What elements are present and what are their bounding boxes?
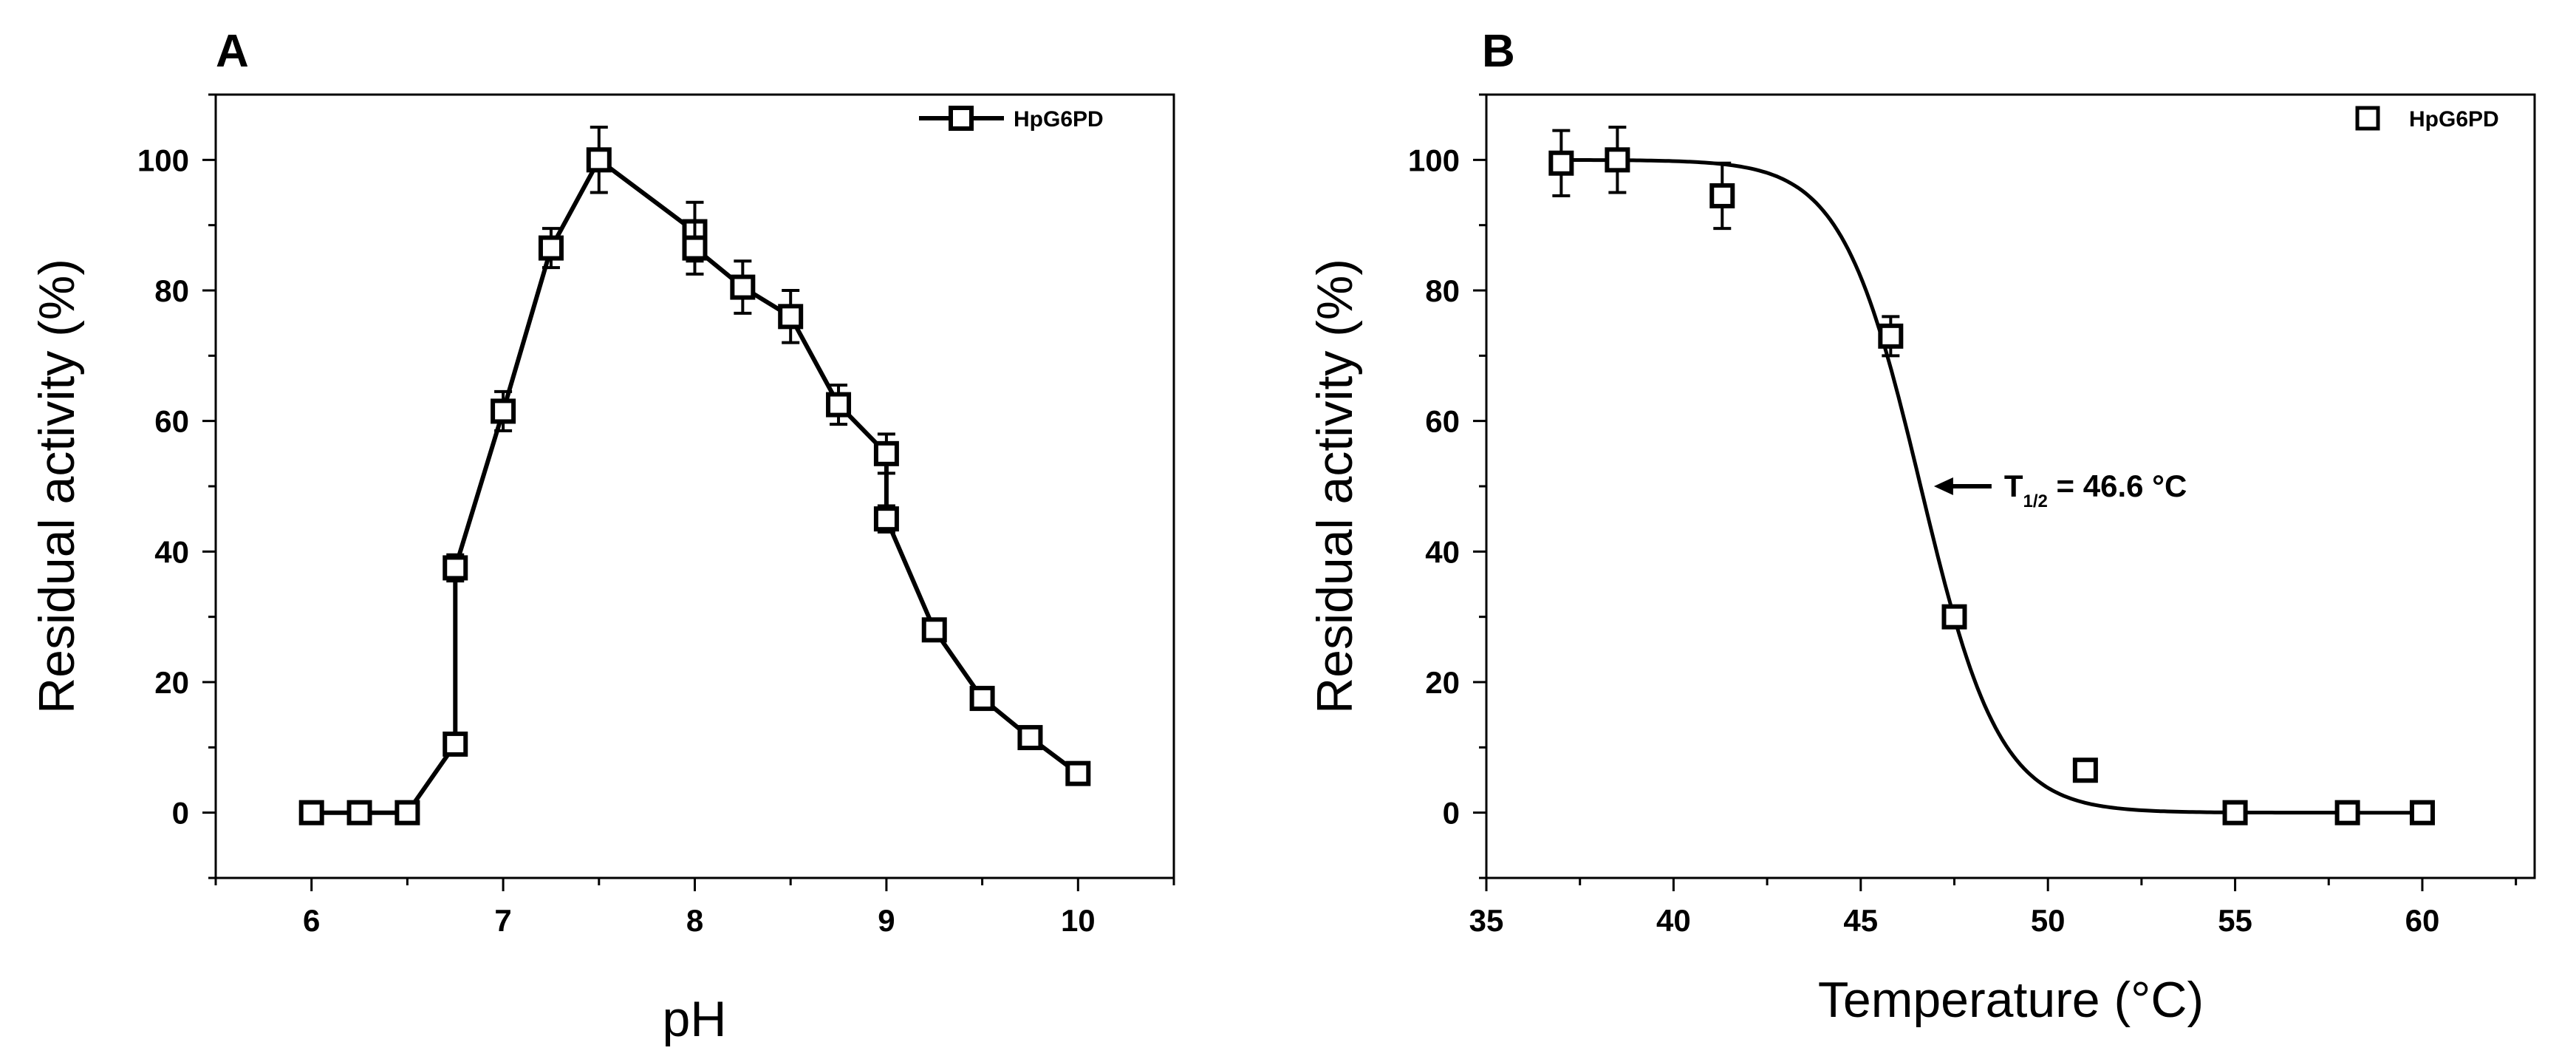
panel-a-data-point <box>443 555 468 581</box>
panel-a-data-point <box>538 235 564 261</box>
panel-b-x-tick-label: 40 <box>1656 903 1691 938</box>
panel-b-label: B <box>1482 26 1515 77</box>
panel-a-data-point <box>921 617 947 643</box>
panel-a-y-tick-label: 0 <box>172 796 189 831</box>
panel-b-y-tick-label: 100 <box>1408 143 1460 177</box>
panel-b-annotation-arrow-head <box>1933 477 1953 495</box>
panel-a-x-tick-label: 7 <box>494 903 511 938</box>
panel-b-legend: HpG6PD <box>2355 106 2499 132</box>
panel-b-data-point <box>1709 183 1735 208</box>
panel-a-marks <box>298 126 1091 825</box>
panel-b-y-axis-title: Residual activity (%) <box>1307 259 1363 714</box>
panel-b-legend-label: HpG6PD <box>2409 107 2499 132</box>
panel-b-data-point <box>2222 800 2248 825</box>
panel-a-data-point <box>1065 760 1091 786</box>
panel-a-label: A <box>216 26 249 77</box>
panel-b-legend-marker <box>2355 106 2380 131</box>
panel-a-x-tick-label: 9 <box>878 903 895 938</box>
panel-b-x-tick-label: 35 <box>1469 903 1504 938</box>
panel-a-data-point <box>443 731 468 757</box>
panel-a-data-point <box>778 304 804 330</box>
panel-b-annotation: T1/2 = 46.6 °C <box>1933 469 2187 511</box>
panel-b-data-point <box>2072 757 2098 783</box>
panel-b-annotation-main: T <box>2004 469 2023 503</box>
panel-a-legend: HpG6PD <box>919 106 1104 132</box>
panel-a-data-point <box>586 147 612 173</box>
panel-a-x-tick-label: 6 <box>303 903 320 938</box>
panel-b-data-point <box>2409 800 2435 825</box>
panel-a-y-tick-label: 60 <box>154 404 189 439</box>
panel-a-data-point <box>491 398 516 424</box>
panel-b-y-tick-label: 20 <box>1425 665 1460 700</box>
panel-a-data-point <box>394 800 420 825</box>
panel-b-y-tick-label: 0 <box>1443 796 1460 831</box>
panel-b-x-tick-label: 45 <box>1843 903 1878 938</box>
panel-b-annotation-rest: = 46.6 °C <box>2048 469 2187 503</box>
panel-a-data-point <box>969 686 995 712</box>
panel-b-fit-curve <box>1561 157 2422 815</box>
panel-a-data-point <box>873 506 899 532</box>
panel-a-data-point <box>873 440 899 466</box>
panel-a-y-tick-label: 80 <box>154 273 189 308</box>
panel-a-y-tick-label: 100 <box>137 143 189 177</box>
panel-b-data-point <box>1878 323 1904 349</box>
panel-a-data-point <box>346 800 372 825</box>
panel-a-x-tick-label: 8 <box>686 903 703 938</box>
panel-b-fit <box>1561 157 2422 815</box>
panel-a-data-point <box>826 392 852 418</box>
panel-b-data-point <box>1605 147 1630 173</box>
panel-a-x-tick-label: 10 <box>1061 903 1096 938</box>
panel-a-y-tick-label: 20 <box>154 665 189 700</box>
panel-b-y-tick-label: 60 <box>1425 404 1460 439</box>
panel-b-annotation-subscript: 1/2 <box>2023 491 2048 511</box>
panel-b-y-tick-label: 80 <box>1425 273 1460 308</box>
panel-b-x-axis-title: Temperature (°C) <box>1818 972 2204 1028</box>
panel-a-data-point <box>1017 725 1043 751</box>
panel-a-legend-marker <box>949 106 974 131</box>
panel-b-annotation-text: T1/2 = 46.6 °C <box>2004 469 2187 511</box>
panel-b-y-tick-label: 40 <box>1425 534 1460 569</box>
panel-b-ticks: 35 40 45 50 55 60 0 20 40 60 80 100 <box>1408 93 2518 938</box>
panel-a-data-point <box>682 235 708 261</box>
panel-a-y-axis-title: Residual activity (%) <box>29 259 85 714</box>
panel-a-x-axis-title: pH <box>663 991 727 1047</box>
panel-b-marks <box>1548 126 2435 825</box>
panel-b-x-tick-label: 60 <box>2405 903 2440 938</box>
panel-b-data-point <box>1548 150 1574 176</box>
panel-b-data-point <box>2334 800 2360 825</box>
panel-a-legend-label: HpG6PD <box>1014 107 1104 132</box>
panel-b-x-tick-label: 55 <box>2218 903 2252 938</box>
panel-b: B 35 40 45 50 55 60 0 20 40 60 80 100 HpG6PD T1/2 =… <box>1307 26 2536 1028</box>
panel-b-x-tick-label: 50 <box>2031 903 2066 938</box>
panel-a-data-point <box>730 274 756 300</box>
panel-b-data-point <box>1941 604 1967 630</box>
panel-a-data-point <box>298 800 324 825</box>
panel-a-y-tick-label: 40 <box>154 534 189 569</box>
